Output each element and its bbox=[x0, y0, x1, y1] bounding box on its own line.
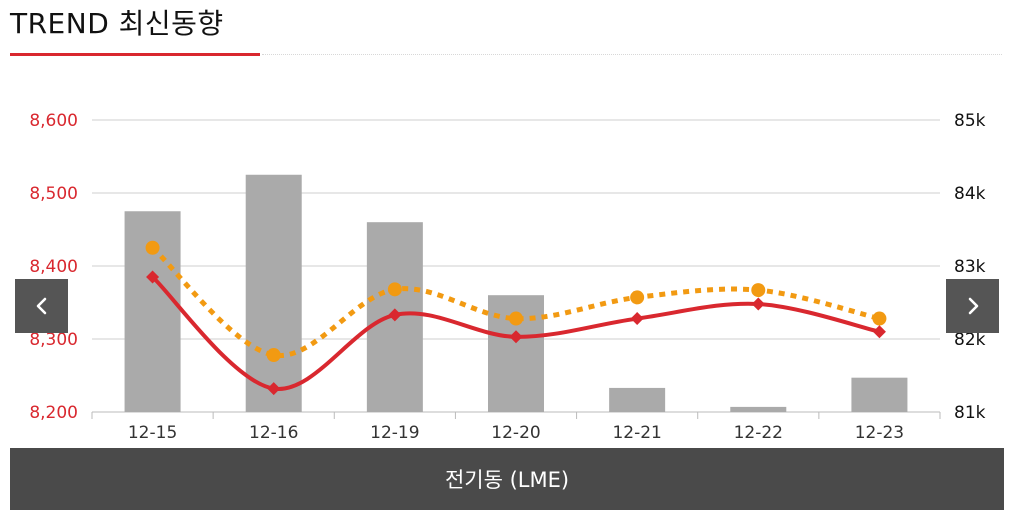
bar bbox=[245, 174, 302, 412]
bar bbox=[851, 377, 908, 412]
line-point-circle bbox=[387, 282, 402, 297]
line-point-circle bbox=[872, 311, 887, 326]
y-left-tick-label: 8,400 bbox=[29, 257, 78, 277]
line-point-diamond bbox=[267, 382, 281, 396]
bar-series bbox=[124, 174, 908, 412]
axis-ticks: 8,600 85k 8,500 84k 8,400 83k 8,300 82k 8,200 81k… bbox=[29, 111, 985, 443]
y-left-tick-label: 8,300 bbox=[29, 330, 78, 350]
line-series bbox=[145, 240, 887, 396]
chevron-right-icon bbox=[968, 297, 978, 315]
chevron-left-icon bbox=[36, 297, 46, 315]
x-tick-label: 12-23 bbox=[855, 423, 904, 443]
title-divider bbox=[262, 54, 1002, 55]
line-point-diamond bbox=[751, 297, 765, 311]
page-title: TREND 최신동향 bbox=[10, 7, 224, 40]
y-left-tick-label: 8,600 bbox=[29, 111, 78, 131]
line-point-circle bbox=[266, 348, 281, 363]
x-tick-label: 12-20 bbox=[491, 423, 540, 443]
grid-lines bbox=[91, 119, 941, 419]
x-tick-label: 12-21 bbox=[612, 423, 661, 443]
line-point-diamond bbox=[872, 325, 886, 339]
trend-chart: 8,600 85k 8,500 84k 8,400 83k 8,300 82k 8,200 81k… bbox=[29, 111, 985, 443]
x-tick-label: 12-15 bbox=[128, 423, 177, 443]
commodity-label: 전기동 (LME) bbox=[444, 468, 570, 492]
line-point-circle bbox=[751, 283, 766, 298]
y-right-tick-label: 83k bbox=[954, 257, 986, 277]
x-tick-label: 12-22 bbox=[734, 423, 783, 443]
bar bbox=[730, 406, 787, 412]
prev-button[interactable] bbox=[15, 279, 68, 333]
line-point-circle bbox=[145, 240, 160, 255]
line-point-diamond bbox=[630, 312, 644, 326]
x-tick-label: 12-16 bbox=[249, 423, 298, 443]
bar bbox=[609, 387, 666, 412]
next-button[interactable] bbox=[946, 279, 999, 333]
y-right-tick-label: 82k bbox=[954, 330, 986, 350]
line-point-diamond bbox=[388, 308, 402, 322]
line-point-diamond bbox=[509, 330, 523, 344]
line-point-circle bbox=[509, 311, 523, 326]
y-left-tick-label: 8,500 bbox=[29, 184, 78, 204]
x-tick-label: 12-19 bbox=[370, 423, 419, 443]
line-point-diamond bbox=[146, 270, 160, 284]
y-right-tick-label: 81k bbox=[954, 403, 986, 423]
y-right-tick-label: 84k bbox=[954, 184, 986, 204]
y-right-tick-label: 85k bbox=[954, 111, 986, 131]
line-point-circle bbox=[630, 290, 645, 305]
title-underline bbox=[10, 53, 260, 56]
y-left-tick-label: 8,200 bbox=[29, 403, 78, 423]
footer-label-bar: 전기동 (LME) bbox=[10, 448, 1004, 510]
